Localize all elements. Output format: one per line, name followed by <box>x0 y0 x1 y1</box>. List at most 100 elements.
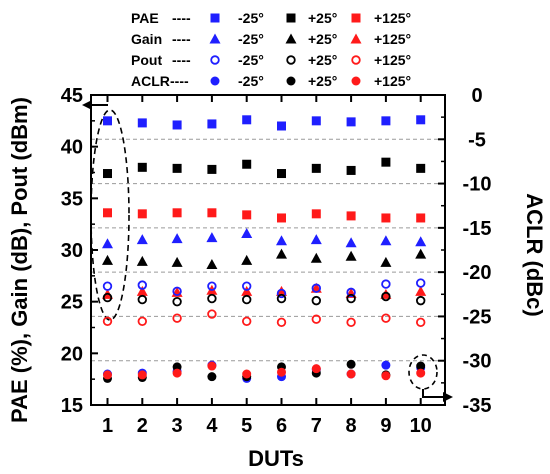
legend-dashes: ---- <box>172 10 191 26</box>
data-point <box>102 254 113 265</box>
legend-row-gain: Gain ---- -25° +25° +125° <box>131 31 411 47</box>
series-aclr-+125 <box>103 361 426 381</box>
left-axis-group-ellipse <box>90 109 130 321</box>
data-point <box>276 293 287 304</box>
legend-temp-label: -25° <box>238 31 264 47</box>
x-tick-label: 6 <box>276 415 287 437</box>
data-point <box>311 364 321 374</box>
data-point <box>102 292 113 303</box>
data-points <box>102 115 427 383</box>
legend-dashes: ---- <box>172 52 191 68</box>
data-point <box>381 360 391 370</box>
x-tick-label: 1 <box>102 415 113 437</box>
data-point <box>415 285 427 296</box>
legend-temp-label: +25° <box>308 52 337 68</box>
legend-row-pout: Pout ---- -25° +25° +125° <box>131 52 411 68</box>
data-point <box>207 361 217 371</box>
legend-group-label: ACLR <box>131 73 170 89</box>
legend-marker <box>286 13 296 23</box>
legend-marker <box>351 55 361 65</box>
data-point <box>172 286 182 297</box>
data-point <box>102 316 113 326</box>
data-point <box>381 213 391 223</box>
right-tick-label: -30 <box>463 351 492 373</box>
data-point <box>277 213 286 223</box>
data-point <box>311 295 321 306</box>
series-pout--25 <box>102 278 426 299</box>
legend-marker <box>351 76 361 86</box>
series-aclr--25 <box>103 360 426 383</box>
plot-area <box>90 94 446 406</box>
data-point <box>276 288 287 299</box>
data-point <box>207 372 217 382</box>
legend-marker <box>209 33 221 44</box>
data-point <box>276 285 287 296</box>
data-point <box>241 254 253 265</box>
data-point <box>345 237 357 248</box>
data-point <box>172 313 182 323</box>
data-point <box>416 361 426 371</box>
data-point <box>416 115 426 125</box>
legend-marker <box>210 76 220 86</box>
legend-temp-label: +125° <box>374 73 411 89</box>
x-tick-label: 8 <box>346 415 357 437</box>
data-point <box>172 208 182 218</box>
data-point <box>380 288 392 299</box>
legend-marker <box>210 55 220 65</box>
data-point <box>172 368 182 378</box>
legend-marker <box>350 33 362 44</box>
data-point <box>381 157 391 167</box>
legend-temp-label: -25° <box>238 52 264 68</box>
legend-temp-label: +25° <box>308 31 337 47</box>
series-pout-+125 <box>102 309 426 328</box>
data-point <box>241 281 252 291</box>
legend-row-aclr: ACLR ---- -25° +25° +125° <box>131 73 411 89</box>
data-point <box>171 233 183 244</box>
right-tick-label: -15 <box>463 218 492 240</box>
data-point <box>276 248 287 259</box>
data-point <box>276 317 287 328</box>
legend-dashes: ---- <box>172 31 191 47</box>
data-point <box>137 280 147 290</box>
legend-marker <box>286 76 296 86</box>
data-point <box>416 295 426 306</box>
data-point <box>310 234 322 245</box>
x-tick-label: 5 <box>241 415 252 437</box>
right-tick-label: -35 <box>463 395 492 417</box>
data-point <box>103 116 112 126</box>
data-point <box>172 296 182 307</box>
series-aclr-+25 <box>103 359 426 383</box>
data-point <box>381 279 391 289</box>
series-gain--25 <box>102 227 427 249</box>
data-point <box>207 119 217 129</box>
x-tick-label: 7 <box>311 415 322 437</box>
data-point <box>136 234 148 245</box>
data-point <box>416 317 426 328</box>
x-tick-label: 2 <box>137 415 148 437</box>
data-point <box>381 313 391 323</box>
data-point <box>137 118 147 128</box>
legend-group-label: PAE <box>131 10 159 26</box>
left-tick-label: 35 <box>61 188 83 210</box>
legend-temp-label: +25° <box>308 10 337 26</box>
x-tick-label: 4 <box>206 415 218 437</box>
series-pout-+25 <box>102 291 426 307</box>
data-point <box>103 208 112 218</box>
legend-temp-label: -25° <box>238 73 264 89</box>
data-point <box>103 370 112 380</box>
data-point <box>345 250 357 261</box>
grid-lines <box>91 138 445 362</box>
data-point <box>416 213 426 223</box>
data-point <box>311 116 321 126</box>
legend-group-label: Gain <box>131 31 162 47</box>
data-point <box>137 316 147 326</box>
data-point <box>206 232 218 243</box>
data-point <box>346 117 356 127</box>
data-point <box>416 278 426 288</box>
chart-legend: PAE ---- -25° +25° +125° Gain ---- -25° +25° +125… <box>131 10 411 89</box>
left-axis-arrowhead <box>82 100 92 110</box>
right-y-axis-ticks: -35 -30 -25 -20 -15 -10 -5 0 <box>438 85 491 417</box>
right-tick-label: 0 <box>471 85 482 107</box>
left-tick-label: 40 <box>61 137 83 159</box>
right-axis-arrow <box>422 389 448 398</box>
